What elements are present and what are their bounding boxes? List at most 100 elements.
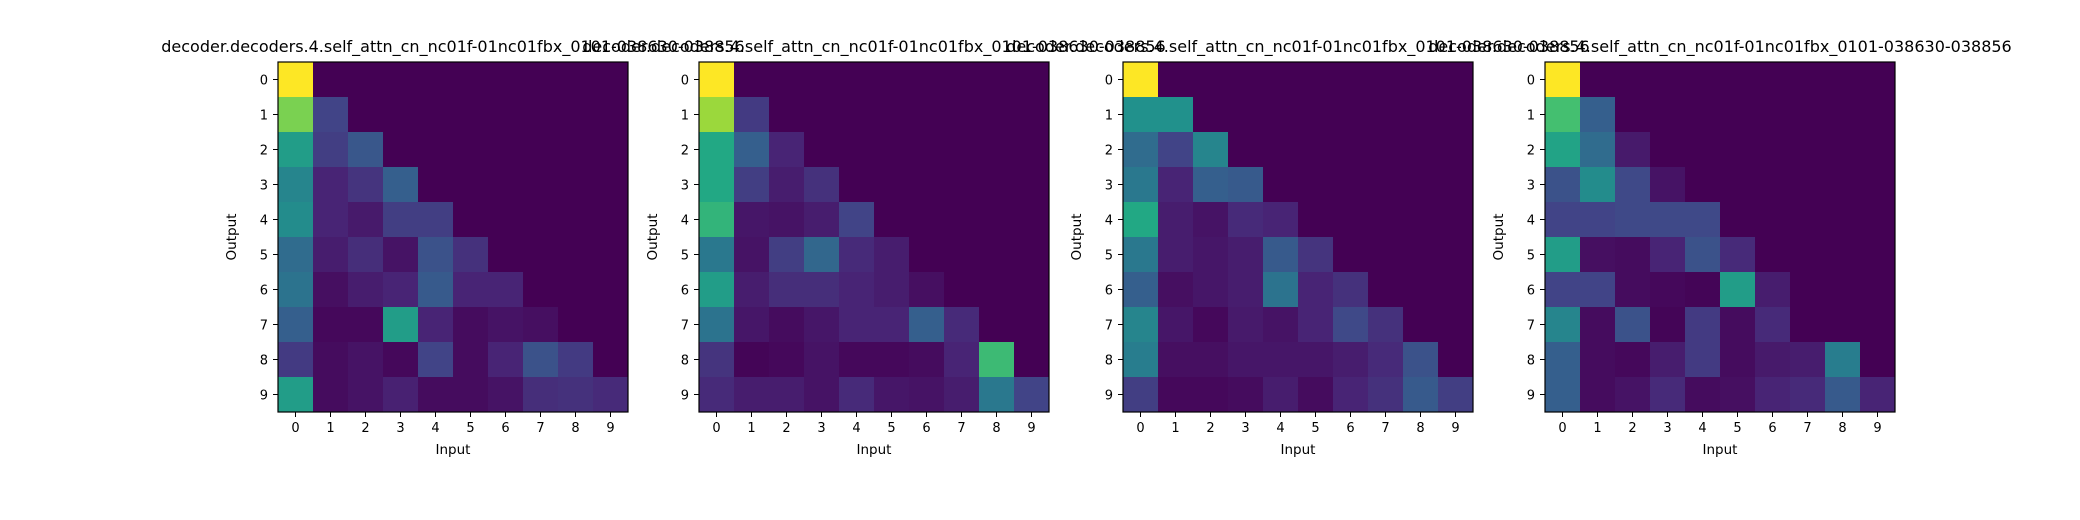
heatmap-cell bbox=[874, 342, 910, 378]
heatmap-cell bbox=[523, 202, 559, 238]
heatmap-cell bbox=[278, 377, 314, 413]
heatmap-cell bbox=[1438, 237, 1474, 273]
heatmap-panel-3: 0 1 2 3 4 5 6 7 8 9 0 1 2 3 4 5 6 7 8 9 Input Output decoder.d… bbox=[1006, 37, 1589, 458]
heatmap-cell bbox=[734, 97, 770, 133]
heatmap-cell bbox=[1615, 307, 1651, 343]
heatmap-cell bbox=[488, 237, 524, 273]
heatmap-cell bbox=[1860, 62, 1896, 98]
heatmap-cell bbox=[1123, 167, 1159, 203]
chart-title: decoder.decoders.4.self_attn_cn_nc01f-01… bbox=[1006, 37, 1589, 57]
x-tick-label: 6 bbox=[922, 421, 930, 436]
heatmap-cell bbox=[488, 307, 524, 343]
heatmap-cell bbox=[1333, 202, 1369, 238]
heatmap-cell bbox=[839, 272, 875, 308]
heatmap-cell bbox=[1263, 202, 1299, 238]
heatmap-cell bbox=[1685, 97, 1721, 133]
heatmap-cell bbox=[1368, 377, 1404, 413]
heatmap-cell bbox=[488, 272, 524, 308]
x-tick-label: 5 bbox=[1733, 421, 1741, 436]
heatmap-cell bbox=[1650, 272, 1686, 308]
y-axis-label: Output bbox=[1069, 214, 1085, 261]
y-tick-label: 4 bbox=[260, 214, 268, 229]
heatmap-cell bbox=[699, 237, 735, 273]
heatmap-cell bbox=[1755, 342, 1791, 378]
chart-title: decoder.decoders.4.self_attn_cn_nc01f-01… bbox=[582, 37, 1165, 57]
heatmap-cell bbox=[1615, 272, 1651, 308]
heatmap-cell bbox=[313, 132, 349, 168]
heatmap-cell bbox=[1685, 307, 1721, 343]
heatmap-cell bbox=[558, 202, 594, 238]
x-tick-label: 6 bbox=[1346, 421, 1354, 436]
heatmap-cell bbox=[1193, 307, 1229, 343]
heatmap-cell bbox=[734, 307, 770, 343]
x-tick-label: 0 bbox=[1558, 421, 1566, 436]
heatmap-cell bbox=[593, 307, 629, 343]
heatmap-cell bbox=[874, 237, 910, 273]
y-axis-label: Output bbox=[645, 214, 661, 261]
x-tick-label: 8 bbox=[1416, 421, 1424, 436]
y-tick-label: 7 bbox=[260, 319, 268, 334]
heatmap-cell bbox=[1403, 272, 1439, 308]
heatmap-cell bbox=[1228, 62, 1264, 98]
heatmap-cell bbox=[909, 97, 945, 133]
heatmap-cell bbox=[1298, 342, 1334, 378]
heatmap-cell bbox=[278, 97, 314, 133]
heatmap-cell bbox=[383, 377, 419, 413]
heatmap-cell bbox=[1755, 62, 1791, 98]
heatmap-cell bbox=[1228, 307, 1264, 343]
heatmap-cell bbox=[1368, 342, 1404, 378]
heatmap-cell bbox=[383, 307, 419, 343]
heatmap-cell bbox=[558, 307, 594, 343]
x-tick-label: 2 bbox=[1206, 421, 1214, 436]
heatmap-cell bbox=[558, 377, 594, 413]
heatmap-cell bbox=[348, 202, 384, 238]
heatmap-cell bbox=[1263, 237, 1299, 273]
heatmap-cell bbox=[1403, 97, 1439, 133]
heatmap-cell bbox=[1860, 202, 1896, 238]
heatmap-cell bbox=[1403, 202, 1439, 238]
heatmap-cell bbox=[804, 62, 840, 98]
heatmap-cell bbox=[1123, 97, 1159, 133]
heatmap-cell bbox=[1790, 307, 1826, 343]
x-tick-label: 3 bbox=[817, 421, 825, 436]
y-tick-label: 3 bbox=[1105, 179, 1113, 194]
heatmap-cell bbox=[1545, 342, 1581, 378]
heatmap-cell bbox=[1825, 237, 1861, 273]
heatmap-cell bbox=[909, 62, 945, 98]
heatmap-cell bbox=[804, 237, 840, 273]
y-tick-label: 0 bbox=[1527, 74, 1535, 89]
heatmap-cell bbox=[1580, 272, 1616, 308]
x-tick-label: 0 bbox=[1136, 421, 1144, 436]
chart-title: decoder.decoders.4.self_attn_cn_nc01f-01… bbox=[1428, 37, 2011, 57]
heatmap-cell bbox=[278, 62, 314, 98]
heatmap-cell bbox=[523, 237, 559, 273]
heatmap-cell bbox=[769, 272, 805, 308]
heatmap-cell bbox=[278, 202, 314, 238]
heatmap-cell bbox=[1720, 377, 1756, 413]
heatmap-cell bbox=[734, 62, 770, 98]
heatmap-cell bbox=[874, 132, 910, 168]
heatmap-cell bbox=[1193, 342, 1229, 378]
heatmap-cell bbox=[1790, 342, 1826, 378]
heatmap-cell bbox=[1123, 377, 1159, 413]
heatmap-cell bbox=[558, 167, 594, 203]
heatmap-cell bbox=[453, 202, 489, 238]
heatmap-cell bbox=[1755, 307, 1791, 343]
y-tick-label: 8 bbox=[260, 354, 268, 369]
heatmap-cell bbox=[1545, 307, 1581, 343]
x-tick-label: 7 bbox=[1803, 421, 1811, 436]
heatmap-cell bbox=[1545, 97, 1581, 133]
heatmap-cell bbox=[1123, 272, 1159, 308]
heatmap-cell bbox=[1228, 377, 1264, 413]
heatmap-cell bbox=[1193, 97, 1229, 133]
heatmap-cell bbox=[1685, 272, 1721, 308]
y-tick-label: 1 bbox=[260, 109, 268, 124]
heatmap-cell bbox=[1650, 167, 1686, 203]
heatmap-cell bbox=[1720, 272, 1756, 308]
heatmap-cell bbox=[1014, 132, 1050, 168]
heatmap-cell bbox=[348, 237, 384, 273]
heatmap-cell bbox=[1228, 167, 1264, 203]
heatmap-cell bbox=[1685, 132, 1721, 168]
heatmap-cell bbox=[453, 167, 489, 203]
heatmap-cell bbox=[1298, 202, 1334, 238]
